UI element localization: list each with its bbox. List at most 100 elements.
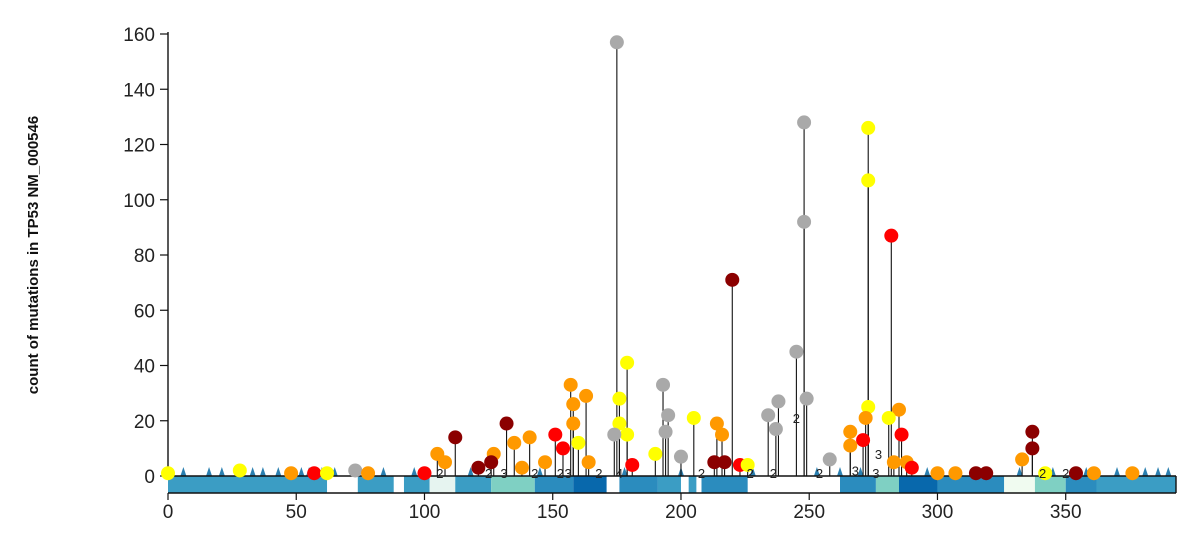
lollipop-head <box>891 402 906 417</box>
x-tick-label: 250 <box>793 502 825 523</box>
site-marker <box>218 467 225 476</box>
protein-domain-track <box>168 467 1176 493</box>
stack-count-label: 2 <box>816 466 823 481</box>
lollipop-head <box>607 427 622 442</box>
site-marker <box>275 467 282 476</box>
lollipop-head <box>948 466 963 481</box>
lollipop-head <box>522 430 537 445</box>
lollipop-head <box>1068 466 1083 481</box>
lollipop-head <box>904 460 919 475</box>
stack-count-label: 3 <box>872 466 879 481</box>
lollipop-head <box>789 344 804 359</box>
site-marker <box>1142 467 1149 476</box>
lollipop-head <box>548 427 563 442</box>
stack-count-label: 4 <box>616 466 623 481</box>
lollipop-head <box>620 355 635 370</box>
domain-block <box>688 476 697 493</box>
x-tick-label: 100 <box>409 502 441 523</box>
lollipop-head <box>507 435 522 450</box>
stack-count-label: 2 <box>557 466 564 481</box>
stack-count-labels: 2 2 3 2 2 3 2 4 2 2 222 3 332 2 <box>436 411 1069 481</box>
site-marker <box>180 467 187 476</box>
lollipop-head <box>555 441 570 456</box>
lollipop-head <box>894 427 909 442</box>
site-marker <box>837 467 843 476</box>
site-marker <box>1114 467 1121 476</box>
lollipop-head <box>884 228 899 243</box>
x-tick-label: 0 <box>163 502 174 523</box>
lollipop-head <box>566 397 581 412</box>
lollipop-head <box>799 391 814 406</box>
stack-count-label: 2 <box>793 411 800 426</box>
lollipop-head <box>656 377 671 392</box>
domain-block <box>937 476 1005 493</box>
lollipop-head <box>1038 466 1053 481</box>
lollipop-head <box>471 460 486 475</box>
lollipop-head <box>417 466 432 481</box>
domain-block <box>455 476 492 493</box>
lollipop-head <box>930 466 945 481</box>
site-marker <box>249 467 256 476</box>
stack-count-label: 2 <box>770 466 777 481</box>
lollipop-head <box>307 466 322 481</box>
x-tick-label: 50 <box>286 502 307 523</box>
site-marker <box>411 467 418 476</box>
lollipop-head <box>861 173 876 188</box>
stack-count-label: 2 <box>595 466 602 481</box>
lollipop-head <box>620 427 635 442</box>
lollipop-head <box>448 430 463 445</box>
lollipop-head <box>686 410 701 425</box>
stack-count-label: 2 <box>747 466 754 481</box>
lollipop-head <box>579 388 594 403</box>
lollipop-head <box>717 455 732 470</box>
lollipop-head <box>886 455 901 470</box>
stack-count-label: 2 <box>436 466 443 481</box>
stack-count-label: 2 <box>531 466 538 481</box>
lollipop-head <box>1015 452 1030 467</box>
x-tick-label: 350 <box>1050 502 1082 523</box>
lollipop-head <box>484 455 499 470</box>
site-marker <box>1155 467 1162 476</box>
lollipop-head <box>661 408 676 423</box>
stack-count-label: 3 <box>852 463 859 478</box>
lollipop-head <box>771 394 786 409</box>
site-marker <box>467 467 474 476</box>
y-tick-label: 120 <box>123 136 155 157</box>
site-marker <box>621 467 628 476</box>
lollipop-head <box>797 214 812 229</box>
x-tick-label: 150 <box>537 502 569 523</box>
lollipop-head <box>609 35 624 50</box>
lollipop-head <box>612 391 627 406</box>
x-tick-label: 200 <box>665 502 697 523</box>
lollipop-head <box>881 410 896 425</box>
lollipop-head <box>361 466 376 481</box>
site-marker <box>749 467 756 476</box>
domain-block <box>1034 476 1066 493</box>
domain-block <box>534 476 574 493</box>
lollipop-head <box>499 416 514 431</box>
domain-block <box>619 476 658 493</box>
lollipop-head <box>843 438 858 453</box>
site-marker <box>380 467 387 476</box>
domain-block <box>491 476 535 493</box>
x-axis: 0 50 100 150 200 250 300 350 <box>163 475 1177 523</box>
lollipop-head <box>725 272 740 287</box>
lollipop-head <box>658 424 673 439</box>
lollipop-head <box>581 455 596 470</box>
lollipop-head <box>856 433 871 448</box>
lollipop-head <box>1086 466 1101 481</box>
y-tick-label: 100 <box>123 191 155 212</box>
lollipop-head <box>968 466 983 481</box>
y-axis: 0 20 40 60 80 100 120 140 160 <box>123 25 169 488</box>
lollipop-head <box>563 377 578 392</box>
lollipop-head <box>858 410 873 425</box>
stack-count-label: 3 <box>875 447 882 462</box>
lollipop-head <box>761 408 776 423</box>
y-tick-label: 0 <box>144 467 155 488</box>
stack-count-label: 2 <box>485 466 492 481</box>
site-marker <box>1165 467 1172 476</box>
lollipop-head <box>979 466 994 481</box>
site-marker <box>857 467 864 476</box>
lollipop-head <box>320 466 335 481</box>
